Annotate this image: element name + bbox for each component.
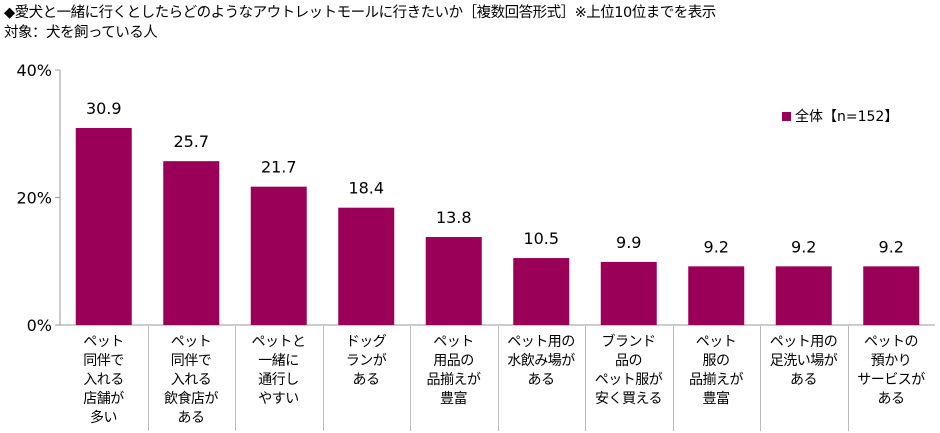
category-separator xyxy=(497,326,499,431)
y-tick-label: 20% xyxy=(16,189,52,208)
value-label: 9.9 xyxy=(616,233,641,252)
y-tick-label: 0% xyxy=(27,316,52,335)
value-label: 21.7 xyxy=(261,158,297,177)
category-label: ペット用の 足洗い場が ある xyxy=(769,334,838,388)
bar xyxy=(425,237,482,325)
value-label: 18.4 xyxy=(348,179,384,198)
category-label: ペット 用品の 品揃えが 豊富 xyxy=(426,334,482,407)
value-label: 30.9 xyxy=(86,99,122,118)
legend: 全体【n=152】 xyxy=(782,106,898,126)
value-label: 13.8 xyxy=(436,208,472,227)
category-label: ペット 同伴で 入れる 店舗が 多い xyxy=(83,334,124,426)
bar xyxy=(863,266,920,325)
bar xyxy=(513,258,570,325)
category-label: ペット 服の 品揃えが 豊富 xyxy=(689,334,744,407)
value-label: 9.2 xyxy=(791,237,816,256)
legend-swatch xyxy=(782,111,791,121)
category-separator xyxy=(672,326,674,431)
bar xyxy=(338,207,395,325)
category-label: ドッグ ランが ある xyxy=(345,334,387,388)
category-separator xyxy=(147,326,149,431)
bar xyxy=(600,261,657,325)
category-label: ペットの 預かり サービスが ある xyxy=(857,334,925,407)
value-label: 25.7 xyxy=(173,132,209,151)
title-text: ◆愛犬と一緒に行くとしたらどのようなアウトレットモールに行きたいか［複数回答形式… xyxy=(4,5,716,21)
category-separator xyxy=(235,326,236,431)
value-label: 10.5 xyxy=(523,229,559,248)
y-tick-label: 40% xyxy=(16,61,52,80)
bar xyxy=(75,128,132,325)
bar xyxy=(250,186,307,325)
bar xyxy=(775,266,832,325)
chart-title: ◆愛犬と一緒に行くとしたらどのようなアウトレットモールに行きたいか［複数回答形式… xyxy=(4,3,716,43)
value-label: 9.2 xyxy=(704,237,729,256)
category-label: ブランド 品の ペット服が 安く買える xyxy=(594,334,663,407)
category-separator xyxy=(322,326,324,431)
category-separator xyxy=(760,326,761,431)
bar xyxy=(163,161,220,325)
subtitle-text: 対象：犬を飼っている人 xyxy=(4,25,158,41)
category-separator xyxy=(585,326,586,431)
category-label: ペット 同伴で 入れる 飲食店が ある xyxy=(164,334,219,426)
bar xyxy=(688,266,745,325)
category-label: ペットと 一緒に 通行し やすい xyxy=(251,334,307,407)
category-label: ペット用の 水飲み場が ある xyxy=(507,334,575,388)
value-label: 9.2 xyxy=(879,237,904,256)
category-separator xyxy=(847,326,849,431)
category-separator xyxy=(410,326,411,431)
legend-label: 全体【n=152】 xyxy=(795,109,899,125)
